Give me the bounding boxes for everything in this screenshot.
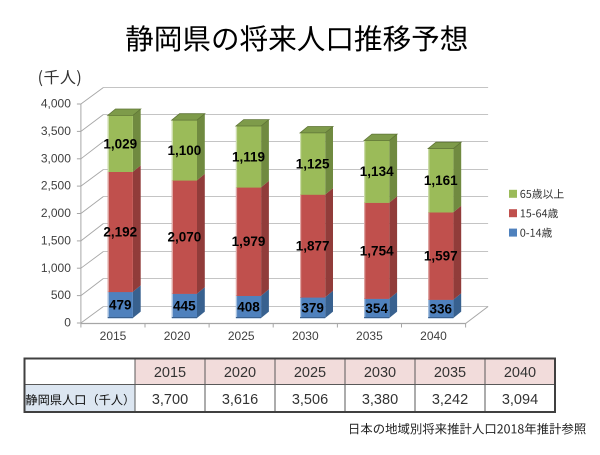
svg-text:408: 408 xyxy=(237,300,260,315)
svg-text:3,500: 3,500 xyxy=(41,124,71,138)
svg-text:1,754: 1,754 xyxy=(360,243,394,258)
svg-text:354: 354 xyxy=(365,301,388,316)
svg-text:1,125: 1,125 xyxy=(296,156,330,171)
svg-text:2035: 2035 xyxy=(434,365,466,381)
svg-text:1,000: 1,000 xyxy=(41,261,71,275)
svg-text:0: 0 xyxy=(64,316,71,330)
svg-text:445: 445 xyxy=(173,299,196,314)
svg-text:2020: 2020 xyxy=(224,365,256,381)
svg-text:1,119: 1,119 xyxy=(232,149,265,164)
svg-text:2,500: 2,500 xyxy=(41,179,71,193)
svg-text:2025: 2025 xyxy=(294,365,326,381)
svg-text:2035: 2035 xyxy=(356,329,383,343)
svg-text:1,597: 1,597 xyxy=(424,249,458,264)
svg-text:4,000: 4,000 xyxy=(41,97,71,111)
svg-text:2,192: 2,192 xyxy=(103,225,137,240)
svg-text:1,161: 1,161 xyxy=(424,173,458,188)
svg-text:2040: 2040 xyxy=(504,365,536,381)
svg-text:3,242: 3,242 xyxy=(432,392,468,408)
svg-text:500: 500 xyxy=(51,288,71,302)
svg-text:2015: 2015 xyxy=(154,365,186,381)
svg-text:2020: 2020 xyxy=(164,329,191,343)
svg-text:3,616: 3,616 xyxy=(222,392,258,408)
svg-text:379: 379 xyxy=(301,300,324,315)
svg-text:1,134: 1,134 xyxy=(360,164,394,179)
svg-text:479: 479 xyxy=(109,298,132,313)
svg-text:3,000: 3,000 xyxy=(41,151,71,165)
svg-text:2015: 2015 xyxy=(100,329,127,343)
svg-text:3,380: 3,380 xyxy=(362,392,398,408)
svg-text:2,000: 2,000 xyxy=(41,206,71,220)
svg-text:2040: 2040 xyxy=(420,329,447,343)
svg-text:336: 336 xyxy=(430,302,453,317)
svg-text:2030: 2030 xyxy=(364,365,396,381)
svg-text:1,979: 1,979 xyxy=(232,234,266,249)
svg-text:1,500: 1,500 xyxy=(41,234,71,248)
svg-text:2,070: 2,070 xyxy=(168,230,202,245)
svg-text:2025: 2025 xyxy=(228,329,255,343)
svg-text:1,877: 1,877 xyxy=(296,239,330,254)
svg-text:3,700: 3,700 xyxy=(152,392,188,408)
svg-text:1,029: 1,029 xyxy=(103,136,137,151)
svg-text:2030: 2030 xyxy=(292,329,319,343)
svg-text:3,506: 3,506 xyxy=(292,392,328,408)
svg-text:1,100: 1,100 xyxy=(168,143,202,158)
svg-text:3,094: 3,094 xyxy=(502,392,538,408)
